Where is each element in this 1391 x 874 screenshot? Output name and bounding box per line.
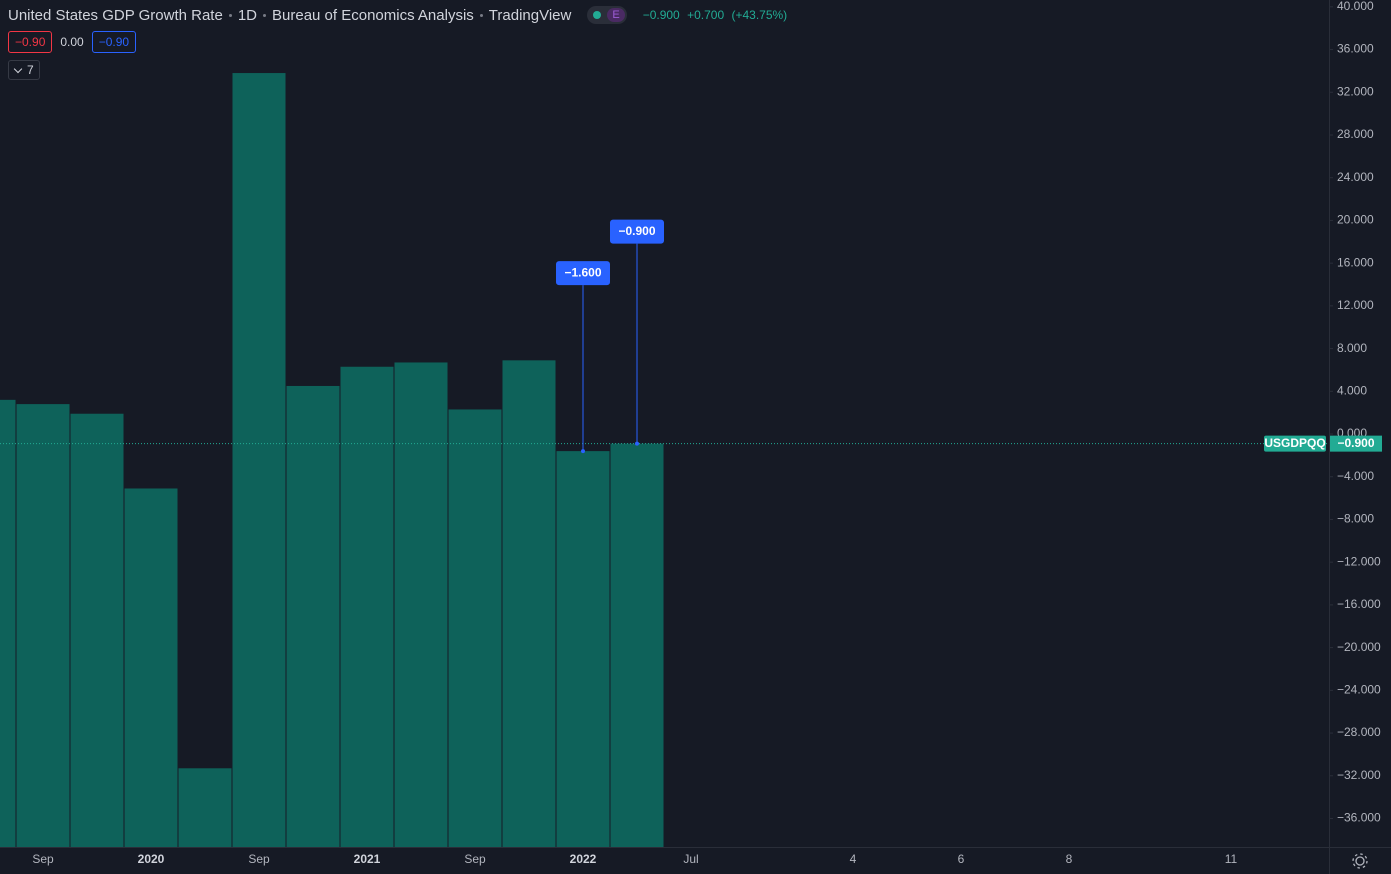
data-label: −0.900 <box>618 224 655 238</box>
bar <box>610 443 664 847</box>
bar <box>124 488 178 847</box>
data-label: −1.600 <box>564 265 601 279</box>
x-tick-label: 8 <box>1066 852 1073 866</box>
y-tick-label: −12.000 <box>1337 554 1381 568</box>
y-tick-label: 40.000 <box>1337 0 1374 13</box>
x-tick-label: 2022 <box>570 852 597 866</box>
bar <box>286 385 340 847</box>
bar <box>16 404 70 847</box>
status-value: −0.900 <box>642 8 680 22</box>
header: United States GDP Growth Rate 1D Bureau … <box>8 5 791 25</box>
y-tick-label: 28.000 <box>1337 127 1374 141</box>
bar <box>178 768 232 847</box>
y-tick-label: 12.000 <box>1337 298 1374 312</box>
y-tick-label: −16.000 <box>1337 597 1381 611</box>
y-tick-label: −4.000 <box>1337 469 1374 483</box>
status-percent: (+43.75%) <box>731 8 788 22</box>
indicator-count: 7 <box>27 63 34 77</box>
settings-icon-ring <box>1355 856 1365 866</box>
bar <box>340 366 394 847</box>
bar <box>394 362 448 847</box>
x-tick-label: Sep <box>32 852 54 866</box>
x-tick-label: 4 <box>850 852 857 866</box>
legend: −0.90 0.00 −0.90 <box>8 31 144 53</box>
x-tick-label: Jul <box>683 852 698 866</box>
x-tick-label: 11 <box>1225 852 1238 866</box>
source: Bureau of Economics Analysis <box>272 6 474 24</box>
status: −0.900 +0.700 (+43.75%) <box>643 8 791 22</box>
bar <box>0 399 16 847</box>
y-tick-label: 16.000 <box>1337 255 1374 269</box>
y-tick-label: 36.000 <box>1337 42 1374 56</box>
bar <box>232 73 286 847</box>
bar <box>502 360 556 847</box>
y-tick-label: −8.000 <box>1337 512 1374 526</box>
publisher: TradingView <box>488 6 572 24</box>
bar <box>556 451 610 847</box>
settings-icon[interactable] <box>1352 853 1368 869</box>
settings-icon-teeth <box>1352 853 1368 869</box>
symbol-tag <box>1264 435 1326 452</box>
legend-value[interactable]: −0.90 <box>91 31 137 53</box>
y-tick-label: 8.000 <box>1337 341 1367 355</box>
legend-value: 0.00 <box>60 35 84 49</box>
x-tick-label: Sep <box>248 852 270 866</box>
y-tick-label: 4.000 <box>1337 383 1367 397</box>
indicator-toggle[interactable]: 7 <box>8 60 40 80</box>
callout-dot <box>635 441 639 446</box>
events-letter: E <box>607 8 625 22</box>
bar <box>448 409 502 847</box>
x-tick-label: 2020 <box>138 852 165 866</box>
y-tick-label: 24.000 <box>1337 170 1374 184</box>
y-tick-label: −20.000 <box>1337 640 1381 654</box>
status-change: +0.700 <box>687 8 725 22</box>
bar <box>70 413 124 847</box>
symbol-tag-label: USGDPQQ <box>1264 436 1325 450</box>
y-tick-label: 20.000 <box>1337 213 1374 227</box>
x-tick-label: Sep <box>464 852 486 866</box>
x-tick-label: 2021 <box>354 852 381 866</box>
callout-box <box>610 219 664 244</box>
x-tick-label: 6 <box>958 852 965 866</box>
legend-value[interactable]: −0.90 <box>8 31 53 53</box>
y-tick-label: −24.000 <box>1337 683 1381 697</box>
y-tick-label: −32.000 <box>1337 768 1381 782</box>
callout-dot <box>581 449 585 454</box>
y-tick-label: −36.000 <box>1337 811 1381 825</box>
interval[interactable]: 1D <box>237 6 258 24</box>
callout-box <box>556 261 610 286</box>
title: United States GDP Growth Rate <box>8 6 223 24</box>
last-value-label: −0.900 <box>1337 436 1374 450</box>
last-value-tag <box>1330 435 1382 452</box>
y-tick-label: 32.000 <box>1337 84 1374 98</box>
plot-area <box>0 73 664 847</box>
events-badge[interactable]: E <box>587 6 627 24</box>
y-tick-label: −28.000 <box>1337 725 1381 739</box>
